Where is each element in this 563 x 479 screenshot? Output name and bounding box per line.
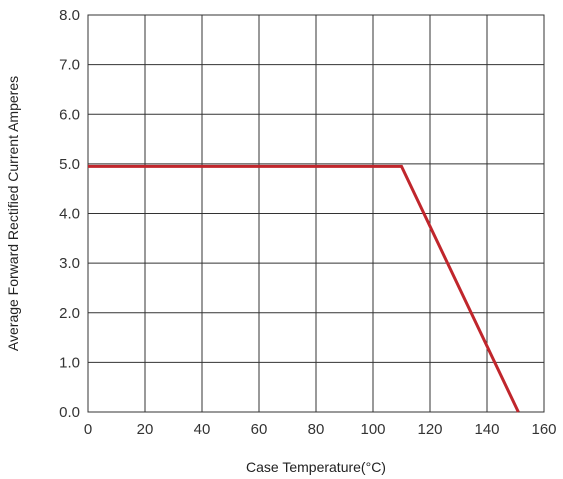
x-tick-label: 40 — [194, 421, 211, 438]
x-tick-label: 20 — [137, 421, 154, 438]
y-tick-label: 1.0 — [59, 354, 80, 371]
y-tick-label: 7.0 — [59, 57, 80, 74]
y-axis-label: Average Forward Rectified Current Ampere… — [5, 76, 21, 351]
series-line-0 — [88, 164, 520, 413]
y-tick-label: 2.0 — [59, 305, 80, 322]
x-tick-label: 120 — [417, 421, 442, 438]
series-layer — [88, 164, 520, 413]
y-tick-label: 3.0 — [59, 255, 80, 272]
x-tick-label: 100 — [360, 421, 385, 438]
y-tick-label: 0.0 — [59, 404, 80, 421]
y-tick-labels: 0.0 1.0 2.0 3.0 4.0 5.0 6.0 7.0 8.0 — [59, 7, 80, 421]
y-tick-label: 8.0 — [59, 7, 80, 24]
x-tick-label: 80 — [308, 421, 325, 438]
y-tick-label: 5.0 — [59, 156, 80, 173]
grid-lines — [87, 14, 545, 413]
x-tick-label: 140 — [474, 421, 499, 438]
plot-frame — [87, 14, 545, 413]
x-tick-label: 0 — [84, 421, 92, 438]
x-tick-label: 60 — [251, 421, 268, 438]
y-tick-label: 6.0 — [59, 106, 80, 123]
x-tick-label: 160 — [531, 421, 556, 438]
y-tick-label: 4.0 — [59, 206, 80, 223]
x-tick-labels: 0 20 40 60 80 100 120 140 160 — [84, 421, 557, 438]
x-axis-label: Case Temperature(°C) — [246, 459, 386, 475]
